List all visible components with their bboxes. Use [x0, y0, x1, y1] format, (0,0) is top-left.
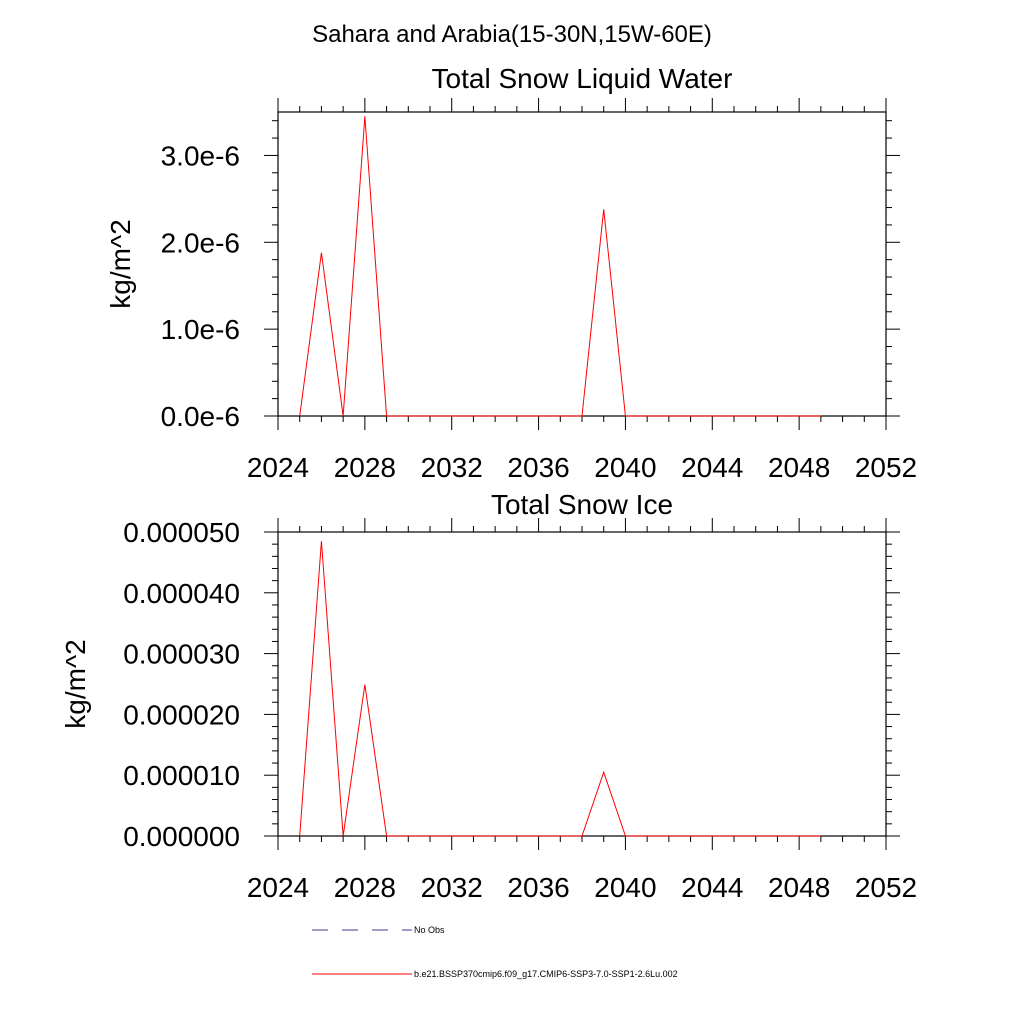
x-tick-label: 2032 — [421, 872, 483, 903]
y-tick-label: 0.000030 — [123, 639, 240, 670]
plot-frame — [277, 531, 887, 837]
plot-frame — [277, 111, 887, 417]
x-tick-label: 2032 — [421, 452, 483, 483]
y-axis-label: kg/m^2 — [105, 219, 136, 308]
chart-title: Total Snow Ice — [491, 489, 673, 520]
x-tick-label: 2052 — [855, 872, 917, 903]
y-tick-label: 1.0e-6 — [161, 314, 240, 345]
x-tick-label: 2044 — [681, 452, 743, 483]
series-line — [299, 541, 821, 837]
figure-title: Sahara and Arabia(15-30N,15W-60E) — [312, 21, 712, 48]
x-tick-label: 2044 — [681, 872, 743, 903]
x-tick-label: 2024 — [247, 452, 309, 483]
y-tick-label: 0.000040 — [123, 578, 240, 609]
y-tick-label: 0.000020 — [123, 699, 240, 730]
x-tick-label: 2048 — [768, 452, 830, 483]
y-tick-label: 0.000000 — [123, 821, 240, 852]
y-tick-label: 3.0e-6 — [161, 140, 240, 171]
x-tick-label: 2040 — [594, 452, 656, 483]
chart-total-snow-liquid-water: Total Snow Liquid Water kg/m^2 2024 2028 2… — [105, 63, 917, 483]
chart-total-snow-ice: Total Snow Ice kg/m^2 2024 2028 2032 2036 20… — [60, 489, 917, 903]
y-tick-label: 2.0e-6 — [161, 227, 240, 258]
x-tick-label: 2048 — [768, 872, 830, 903]
x-tick-label: 2052 — [855, 452, 917, 483]
x-tick-label: 2036 — [507, 452, 569, 483]
y-tick-label: 0.000050 — [123, 517, 240, 548]
x-tick-label: 2028 — [334, 872, 396, 903]
x-tick-label: 2036 — [507, 872, 569, 903]
legend-label-model: b.e21.BSSP370cmip6.f09_g17.CMIP6-SSP3-7.… — [414, 969, 678, 979]
y-tick-label: 0.000010 — [123, 760, 240, 791]
y-axis-label: kg/m^2 — [60, 639, 91, 728]
x-tick-label: 2028 — [334, 452, 396, 483]
x-tick-label: 2040 — [594, 872, 656, 903]
x-tick-label: 2024 — [247, 872, 309, 903]
chart-title: Total Snow Liquid Water — [432, 63, 733, 94]
legend: No Obs b.e21.BSSP370cmip6.f09_g17.CMIP6-… — [312, 925, 678, 979]
y-tick-label: 0.0e-6 — [161, 401, 240, 432]
series-line — [299, 116, 821, 417]
legend-label-obs: No Obs — [414, 925, 445, 935]
